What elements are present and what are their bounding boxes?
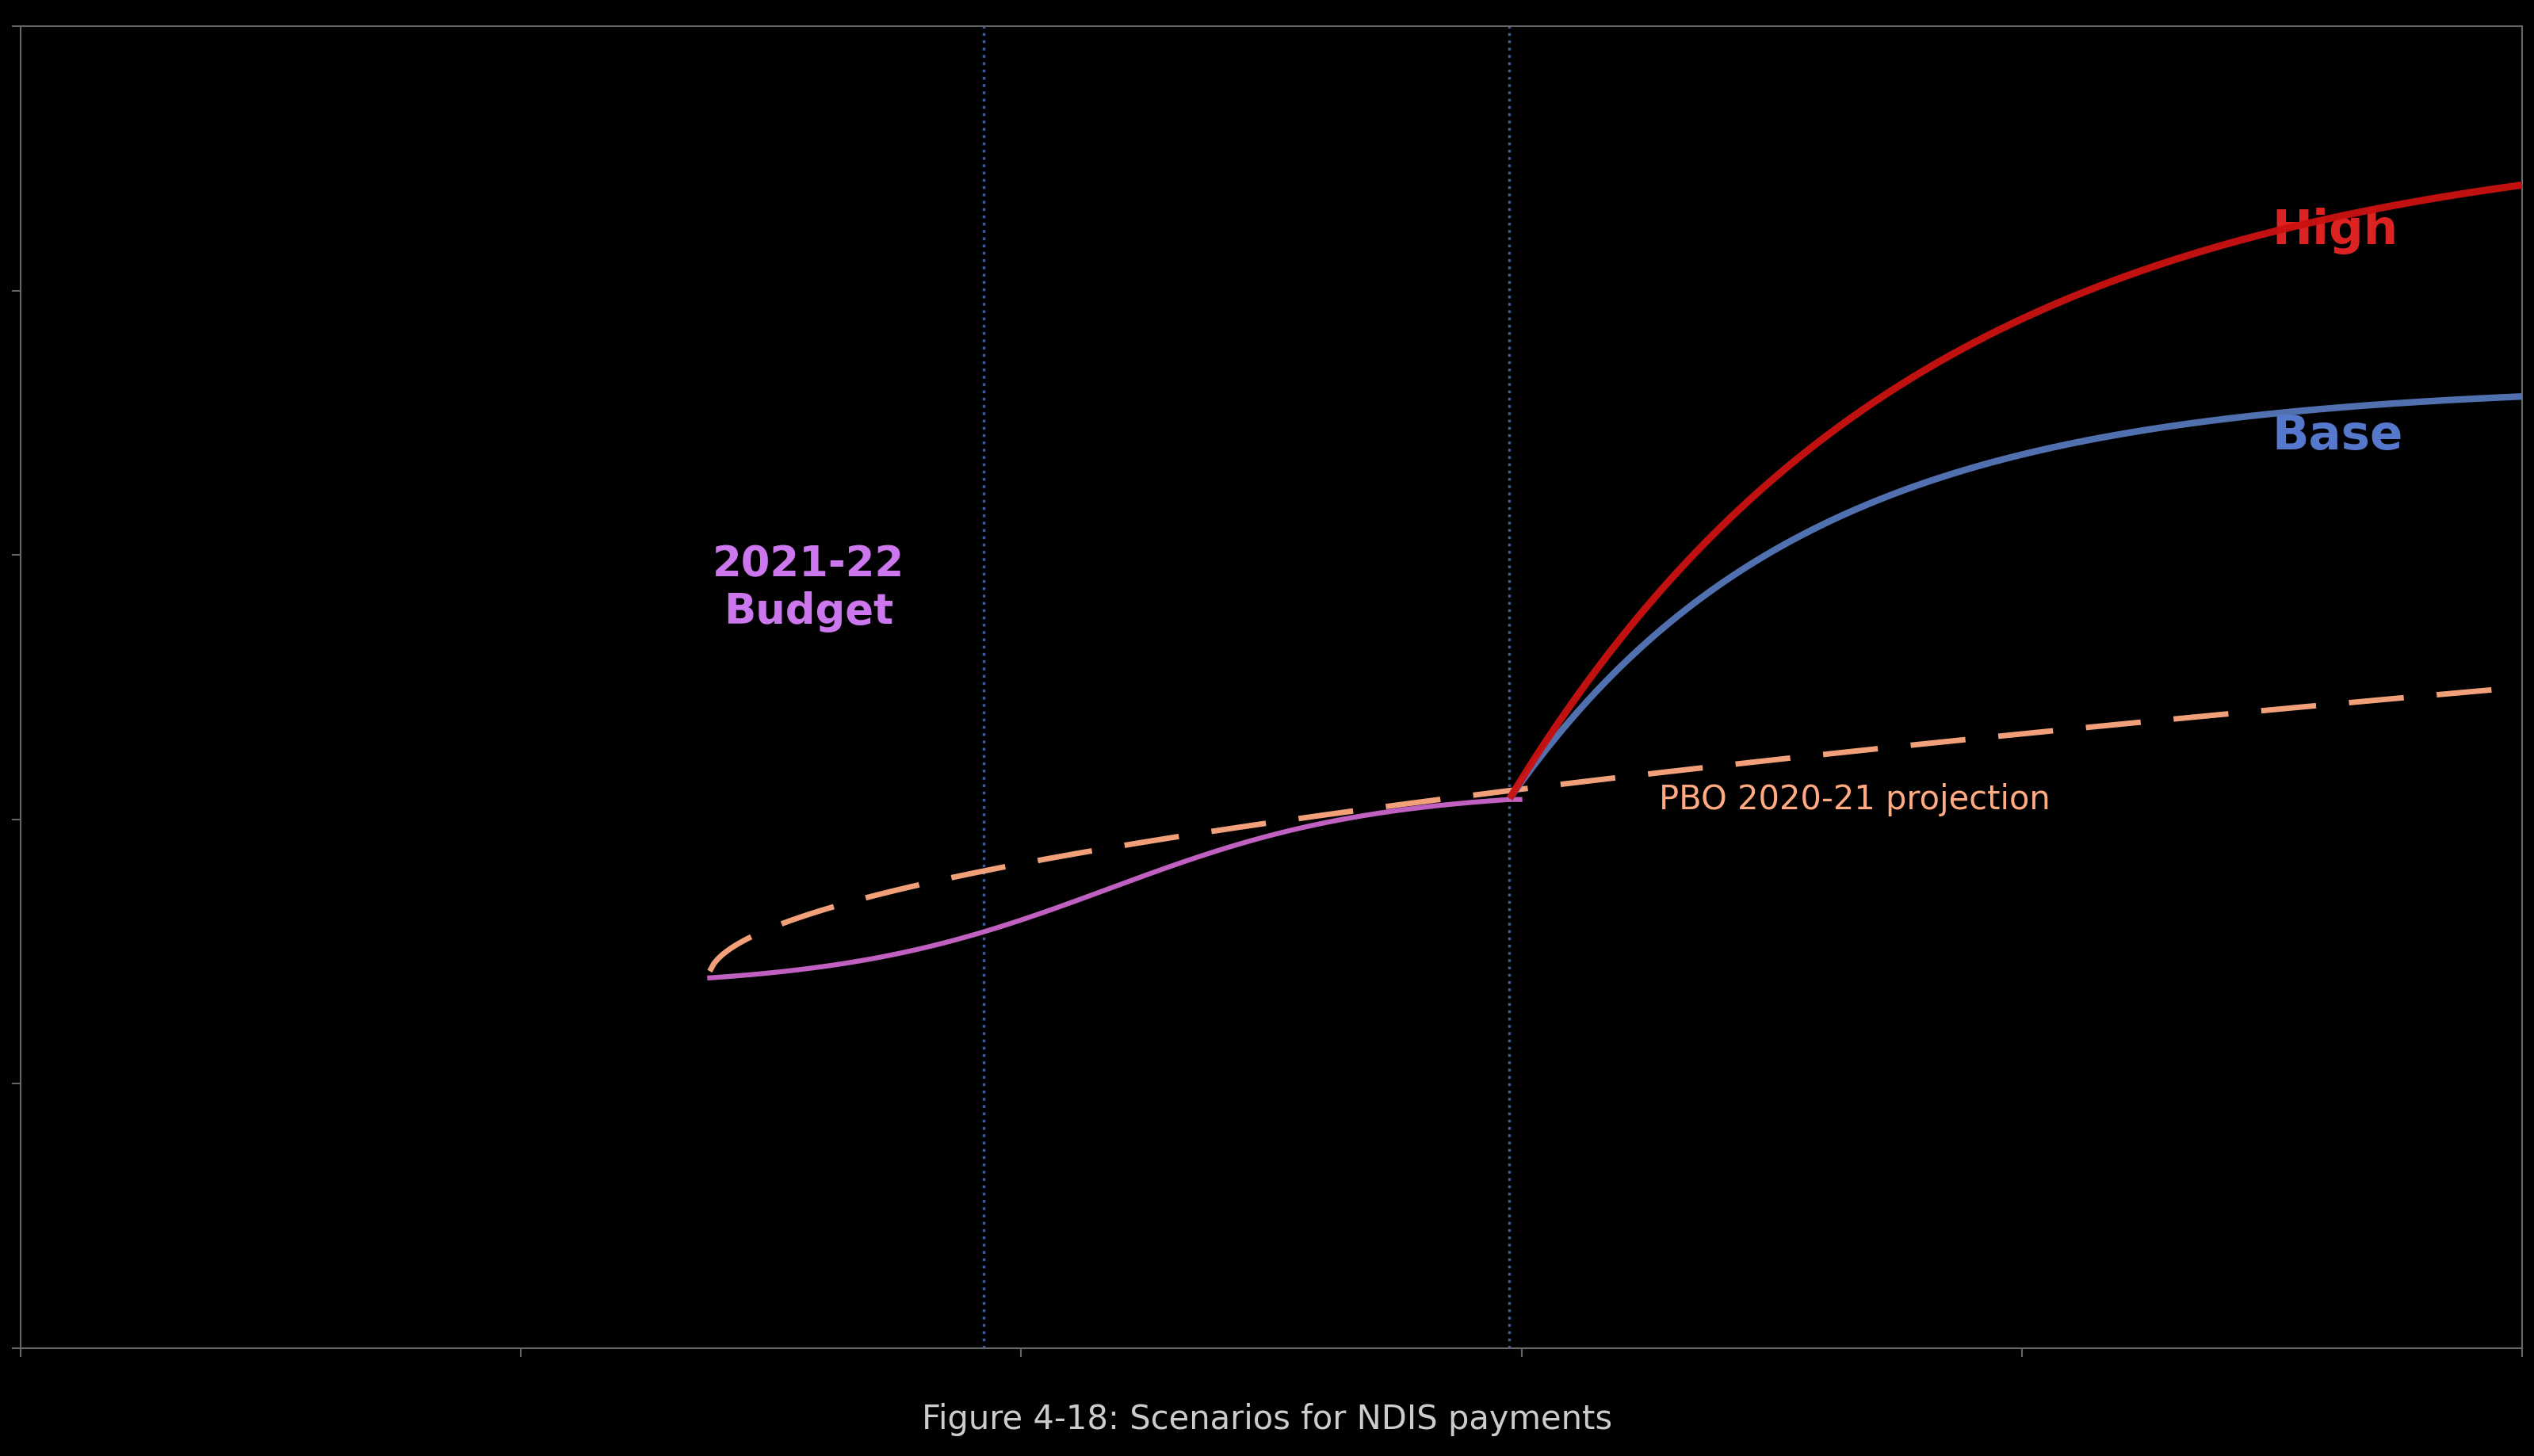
Text: Figure 4-18: Scenarios for NDIS payments: Figure 4-18: Scenarios for NDIS payments [922, 1404, 1612, 1436]
Text: 2021-22
Budget: 2021-22 Budget [712, 543, 905, 632]
Text: High: High [2273, 208, 2397, 255]
Text: PBO 2020-21 projection: PBO 2020-21 projection [1660, 783, 2050, 817]
Text: Base: Base [2273, 412, 2402, 460]
